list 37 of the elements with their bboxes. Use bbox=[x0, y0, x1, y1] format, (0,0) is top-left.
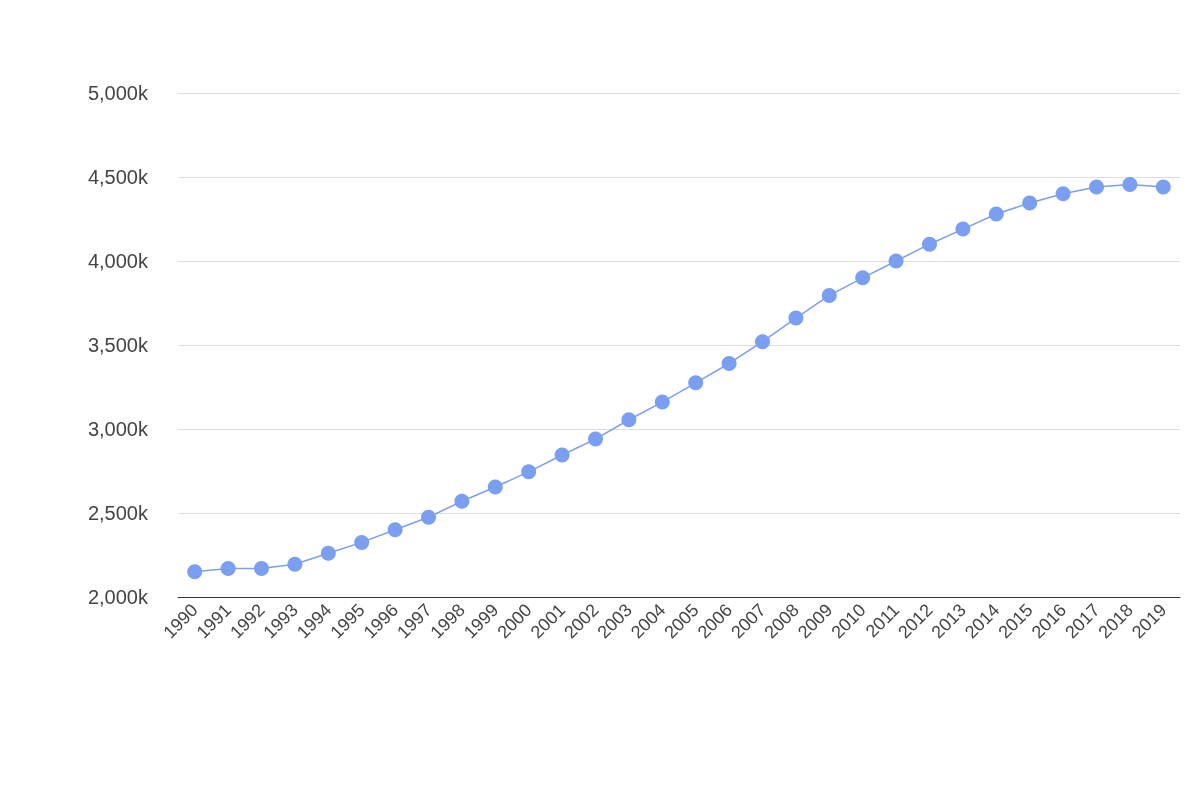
point bbox=[922, 236, 937, 252]
point bbox=[721, 355, 737, 371]
point bbox=[1022, 195, 1038, 211]
point bbox=[755, 334, 770, 350]
point bbox=[1122, 177, 1138, 193]
point bbox=[888, 253, 904, 269]
y-tick-label: 2,500k bbox=[87, 502, 149, 524]
point bbox=[387, 522, 403, 538]
y-tick-label: 2,000k bbox=[87, 586, 149, 608]
point bbox=[855, 270, 871, 286]
y-tick-label: 3,500k bbox=[87, 334, 149, 356]
point bbox=[354, 534, 370, 550]
point bbox=[487, 479, 503, 495]
point bbox=[1155, 179, 1171, 195]
point bbox=[621, 412, 637, 428]
point bbox=[287, 556, 303, 572]
point bbox=[821, 287, 837, 303]
point bbox=[454, 493, 470, 509]
point bbox=[320, 545, 336, 561]
point bbox=[521, 464, 537, 480]
point bbox=[654, 394, 670, 410]
point bbox=[220, 560, 236, 576]
point bbox=[1055, 186, 1071, 202]
y-tick-label: 5,000k bbox=[87, 82, 149, 104]
y-tick-label: 3,000k bbox=[87, 418, 149, 440]
point bbox=[421, 509, 436, 525]
point bbox=[988, 206, 1004, 222]
point bbox=[588, 431, 603, 447]
y-tick-label: 4,000k bbox=[87, 250, 149, 272]
y-tick-label: 4,500k bbox=[87, 166, 149, 188]
point bbox=[688, 375, 704, 391]
point bbox=[955, 221, 971, 237]
point bbox=[254, 560, 269, 576]
point bbox=[187, 564, 203, 580]
point bbox=[1089, 179, 1104, 195]
point bbox=[788, 310, 804, 326]
point bbox=[554, 447, 570, 463]
